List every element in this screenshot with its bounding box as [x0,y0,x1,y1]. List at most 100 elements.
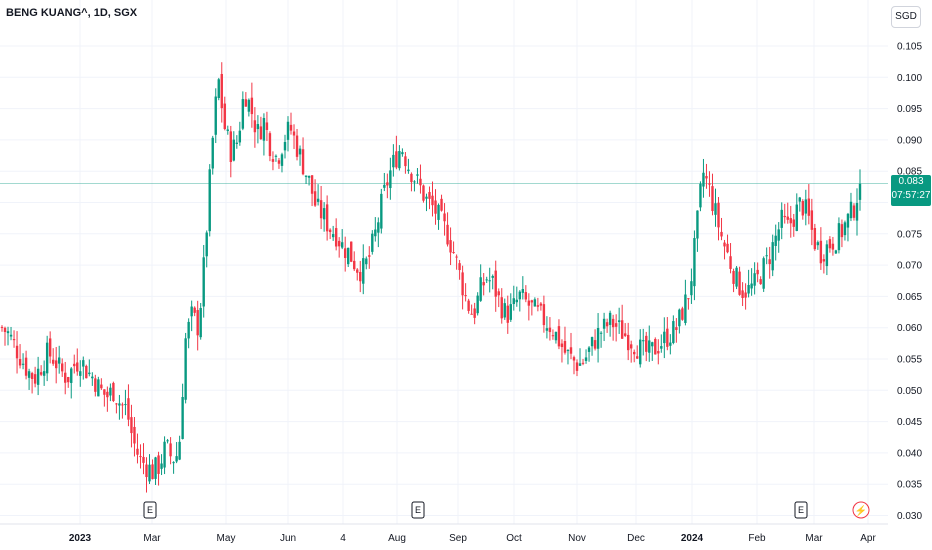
candle [199,302,202,340]
y-tick-label: 0.065 [897,292,922,303]
candle [118,394,121,420]
candle [316,184,320,206]
candle [720,217,723,241]
candle-body [572,357,576,361]
candle-body [732,270,735,284]
candle-body [548,327,552,333]
candle [735,266,738,290]
candle [196,300,199,351]
candle [702,158,705,198]
candle [3,326,7,346]
candle [611,314,615,341]
candle-body [425,196,428,199]
candle-body [651,342,654,347]
candle [563,326,567,355]
candle [36,356,40,396]
candle-body [371,233,374,252]
candle [717,197,720,241]
candle-body [199,308,202,338]
candle [569,332,573,360]
candle-body [362,258,365,284]
candle-body [322,208,326,220]
candle-body [217,79,220,98]
candle [322,202,326,232]
y-tick-label: 0.035 [897,480,922,491]
candle-body [617,320,621,322]
candle [581,358,585,366]
candle [572,355,576,375]
candle [151,459,154,480]
candle [277,157,281,169]
candle-body [359,271,362,282]
candle-body [581,362,585,364]
candle-body [223,103,226,129]
candle-body [554,331,558,341]
candle [226,125,229,135]
candle-body [518,291,522,300]
candle [834,249,838,254]
split-event-icon[interactable]: ⚡ [852,501,870,519]
candle-body [738,271,741,295]
candle-body [112,382,115,401]
candle-body [82,360,85,367]
candle [64,361,67,395]
candle-body [410,173,413,183]
candle [12,330,16,348]
candle [301,137,305,176]
candle-body [623,333,627,336]
candle [497,288,500,308]
candle [723,239,726,260]
candle-body [313,191,317,206]
candle [88,359,91,377]
candle-body [15,345,19,359]
candle [768,246,771,279]
candle [801,199,804,220]
candle-body [449,240,452,253]
candle-body [124,404,127,406]
candle-body [759,279,762,285]
candle-body [298,148,302,155]
candle [798,196,801,212]
candle [660,334,663,353]
candle-body [307,175,311,178]
currency-button[interactable]: SGD [891,6,921,28]
earnings-event-icon[interactable]: E [411,501,425,519]
candle [286,116,290,152]
candle-body [756,269,759,275]
candle-body [190,306,193,317]
candle [500,288,503,324]
candle [696,210,699,252]
x-axis: 2023 Mar May Jun 4 Aug Sep Oct Nov Dec 2024 Feb Mar A… [69,533,877,544]
candle [687,298,690,310]
candle [795,193,798,232]
svg-text:E: E [798,505,804,515]
candle [452,241,455,254]
y-tick-label: 0.060 [897,323,922,334]
candle [738,266,741,296]
y-tick-label: 0.070 [897,261,922,272]
candle-body [136,448,139,455]
x-tick-label: Mar [143,533,161,544]
candle [774,224,777,261]
x-tick-label: Dec [627,533,645,544]
candle [681,306,684,321]
candle [642,328,645,356]
earnings-event-icon[interactable]: E [143,501,157,519]
candle-body [699,183,702,208]
candle-body [27,371,31,378]
candle-body [187,321,190,339]
candle-body [130,417,133,434]
candle [106,386,109,412]
candle [139,444,142,469]
candle [353,251,356,272]
candle-body [515,299,518,303]
candle-body [533,299,537,307]
earnings-event-icon[interactable]: E [794,501,808,519]
candle-body [660,346,663,349]
candle-body [666,328,669,347]
candle [15,331,19,374]
candle [220,62,223,123]
candle-body [416,174,419,176]
x-tick-label: Aug [388,533,406,544]
